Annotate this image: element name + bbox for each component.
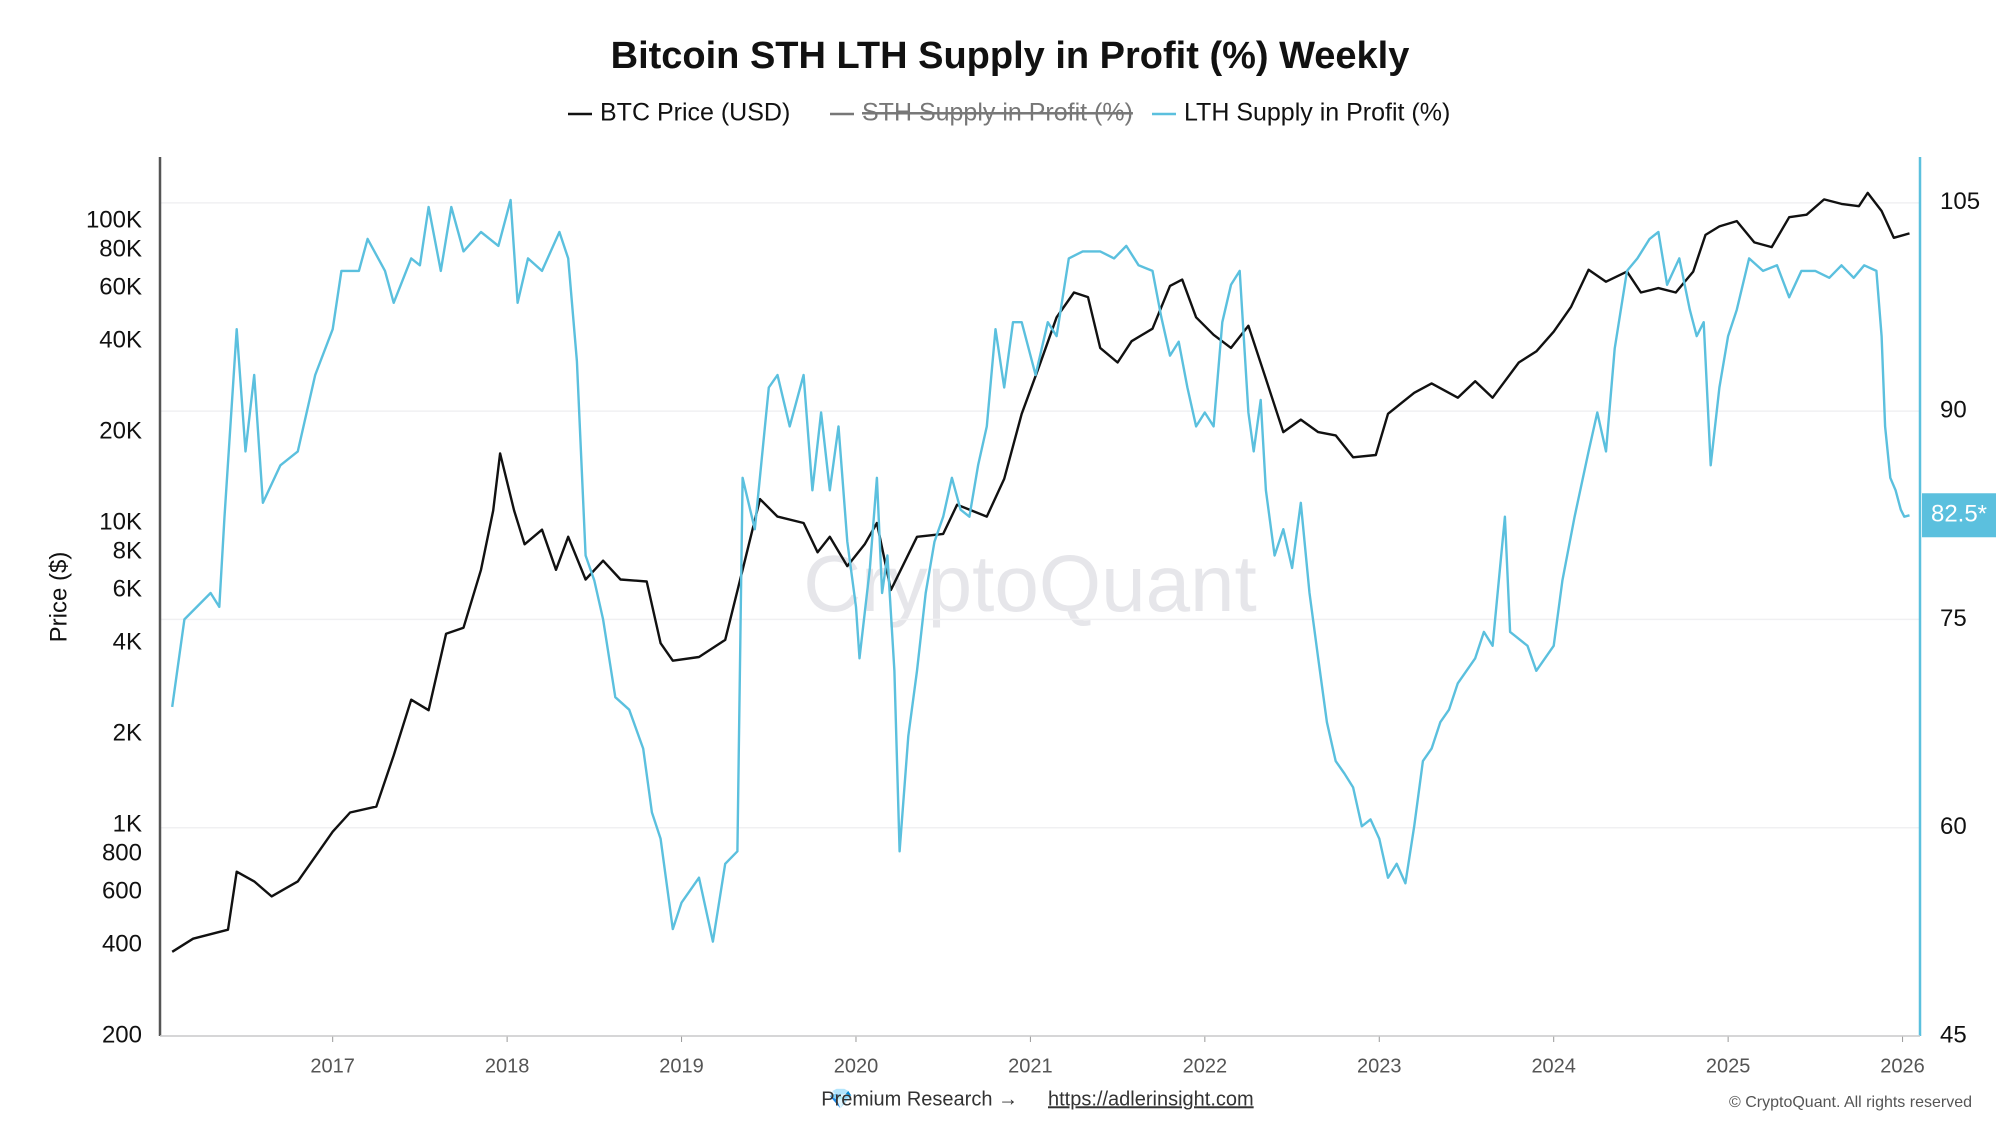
x-tick-label: 2019 [659,1055,704,1077]
copyright: © CryptoQuant. All rights reserved [1729,1094,1972,1111]
y-tick-label: 100K [86,206,142,233]
footer-text: Premium Research → [821,1088,1018,1110]
last-value-label: 82.5* [1931,501,1987,528]
footer-icon: 💎 [828,1088,853,1110]
legend: BTC Price (USD) STH Supply in Profit (%) L… [568,99,1450,127]
y2-tick-label: 45 [1940,1021,1967,1048]
footer-link[interactable]: https://adlerinsight.com [1048,1088,1254,1110]
y-tick-label: 40K [99,327,142,354]
x-tick-label: 2023 [1357,1055,1402,1077]
y-axis-label: Price ($) [45,552,72,643]
y-tick-label: 8K [113,538,142,565]
x-tick-label: 2022 [1183,1055,1228,1077]
x-tick-label: 2018 [485,1055,530,1077]
x-tick-label: 2025 [1706,1055,1751,1077]
legend-label: LTH Supply in Profit (%) [1184,99,1450,127]
y-tick-label: 80K [99,236,142,263]
y2-tick-label: 105 [1940,188,1980,215]
y-tick-label: 20K [99,417,142,444]
y-tick-label: 4K [113,629,142,656]
y-tick-label: 60K [99,273,142,300]
y2-tick-label: 60 [1940,813,1967,840]
x-tick-label: 2017 [310,1055,355,1077]
x-tick-label: 2026 [1880,1055,1925,1077]
x-tick-label: 2020 [834,1055,879,1077]
y-tick-label: 600 [102,877,142,904]
last-value-badge [1922,493,1996,538]
y-tick-label: 6K [113,575,142,602]
x-tick-label: 2024 [1531,1055,1576,1077]
watermark: CryptoQuant [803,539,1257,628]
x-tick-label: 2021 [1008,1055,1053,1077]
y-tick-label: 400 [102,930,142,957]
series-line [171,198,1910,943]
y2-tick-label: 90 [1940,396,1967,423]
series-line [171,191,1910,953]
legend-label: STH Supply in Profit (%) [862,99,1133,127]
y-tick-label: 800 [102,840,142,867]
y-tick-label: 200 [102,1021,142,1048]
y-tick-label: 1K [113,810,142,837]
y2-tick-label: 75 [1940,605,1967,632]
legend-label: BTC Price (USD) [600,99,790,127]
chart-title: Bitcoin STH LTH Supply in Profit (%) Wee… [611,35,1410,77]
y-tick-label: 2K [113,719,142,746]
y-tick-label: 10K [99,508,142,535]
